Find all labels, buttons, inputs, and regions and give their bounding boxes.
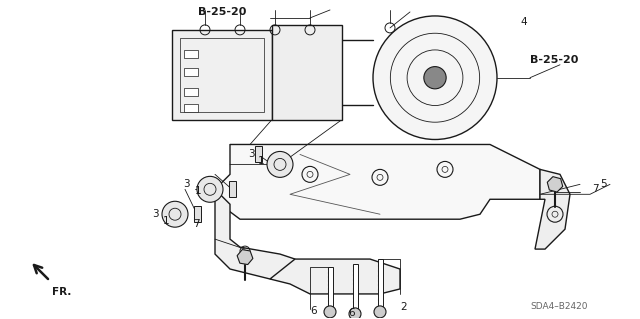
Bar <box>328 267 333 307</box>
Text: 1: 1 <box>163 216 170 226</box>
Circle shape <box>374 306 386 318</box>
Bar <box>194 206 201 222</box>
Polygon shape <box>215 145 540 219</box>
Text: 3: 3 <box>248 149 255 160</box>
Text: 4: 4 <box>520 17 527 27</box>
Bar <box>184 88 198 96</box>
Circle shape <box>349 308 361 319</box>
Circle shape <box>424 67 446 89</box>
Circle shape <box>267 152 293 177</box>
Text: 1: 1 <box>195 186 202 196</box>
Bar <box>172 30 272 120</box>
Text: 7: 7 <box>193 219 200 229</box>
Text: 6: 6 <box>348 308 355 318</box>
Text: 3: 3 <box>152 209 159 219</box>
Bar <box>184 50 198 58</box>
Circle shape <box>197 176 223 202</box>
Bar <box>184 68 198 76</box>
Polygon shape <box>270 259 400 294</box>
Bar <box>255 146 262 162</box>
Circle shape <box>324 306 336 318</box>
Circle shape <box>373 16 497 139</box>
Text: FR.: FR. <box>52 287 72 297</box>
Text: B-25-20: B-25-20 <box>198 7 246 17</box>
Text: SDA4–B2420: SDA4–B2420 <box>530 302 588 311</box>
Bar <box>184 104 198 112</box>
Text: 6: 6 <box>310 306 317 316</box>
Text: 2: 2 <box>400 302 406 312</box>
Circle shape <box>162 201 188 227</box>
Bar <box>229 181 236 197</box>
Polygon shape <box>237 249 253 264</box>
Text: 3: 3 <box>183 179 189 189</box>
Text: B-25-20: B-25-20 <box>530 55 579 65</box>
Text: 7: 7 <box>592 184 598 194</box>
Text: 5: 5 <box>600 179 607 189</box>
Bar <box>378 259 383 307</box>
Bar <box>272 25 342 120</box>
Polygon shape <box>547 177 563 192</box>
Bar <box>180 38 264 112</box>
Text: 1: 1 <box>258 156 264 167</box>
Bar <box>353 264 358 309</box>
Polygon shape <box>215 189 295 279</box>
Polygon shape <box>535 169 570 249</box>
